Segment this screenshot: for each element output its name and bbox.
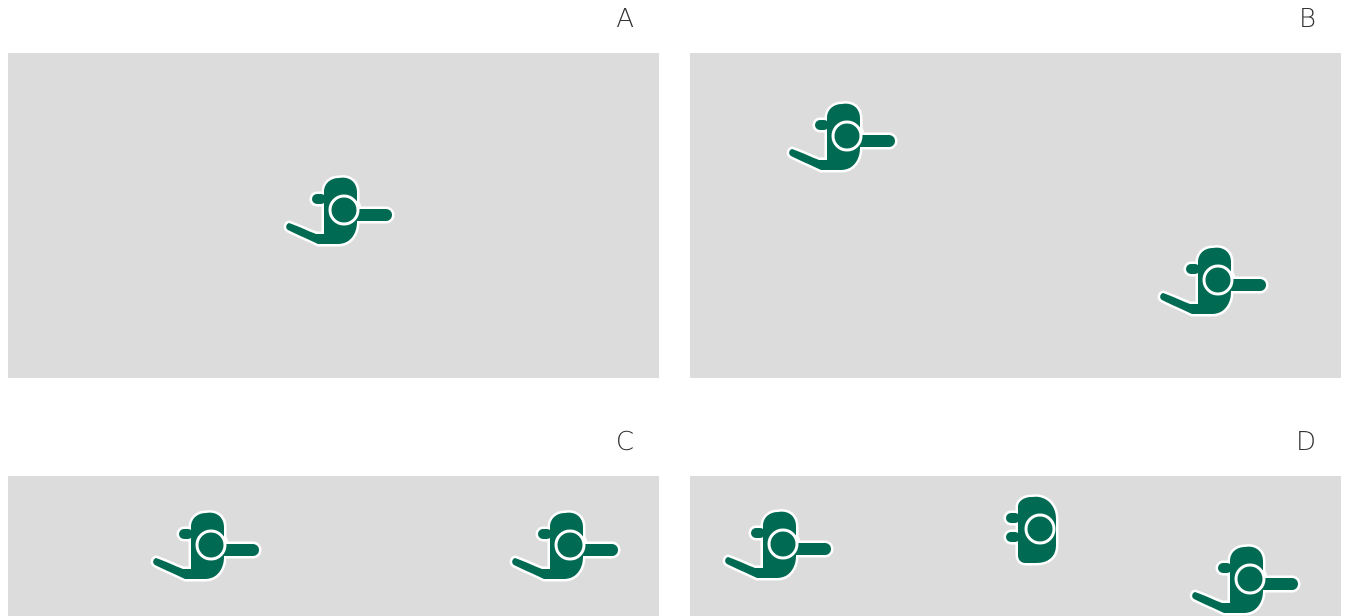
person-top-view-icon: [1158, 240, 1278, 330]
person-top-view-icon: [510, 505, 630, 595]
person-top-view-icon: [723, 504, 843, 594]
panel-area-c: [8, 476, 659, 616]
panel-area-a: [8, 53, 659, 378]
person-top-view-icon: [151, 505, 271, 595]
person-top-view-icon: [787, 96, 907, 186]
person-top-view-icon: [1190, 539, 1310, 616]
panel-label-a: A: [616, 4, 635, 34]
panel-label-c: C: [615, 427, 635, 457]
person-top-view-icon: [284, 170, 404, 260]
panel-area-d: [690, 476, 1341, 616]
panel-label-d: D: [1295, 427, 1317, 457]
panel-label-b: B: [1298, 4, 1317, 34]
panel-area-b: [690, 53, 1341, 378]
person-top-view-icon: [980, 489, 1100, 579]
